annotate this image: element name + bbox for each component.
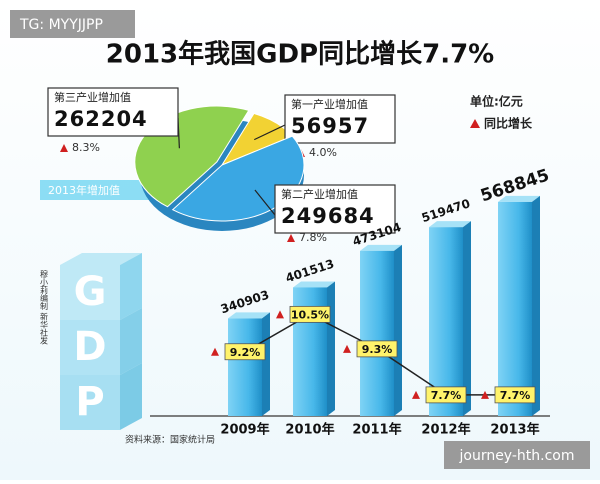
slice-value: 249684: [281, 204, 375, 228]
x-tick-label: 2009年: [220, 422, 269, 438]
callout-box: [47, 87, 179, 137]
subtitle-band: [40, 180, 160, 200]
slice-label: 第一产业增加值: [291, 97, 368, 111]
source: 资料来源：国家统计局: [125, 434, 215, 446]
growth-label: 8.3%: [72, 141, 100, 154]
callout-box: [284, 94, 396, 144]
growth-icon: [481, 390, 489, 399]
bar: [429, 227, 463, 416]
footer-watermark: journey-hth.com: [458, 448, 574, 464]
bar-side: [532, 195, 540, 416]
bar-side: [463, 221, 471, 416]
legend-label: 同比增长: [484, 116, 533, 131]
credit: 穆小莉编制 新华社发: [40, 269, 49, 346]
callout-box: [274, 184, 396, 234]
bar: [498, 201, 532, 416]
pie-subtitle: 2013年增加值: [48, 183, 120, 197]
callout-line: [253, 124, 286, 141]
logo-letter: P: [75, 379, 104, 425]
growth-icon: [211, 347, 219, 356]
growth-value-label: 10.5%: [291, 308, 329, 321]
gdp-logo: [60, 253, 142, 430]
growth-value-label: 7.7%: [431, 389, 462, 402]
growth-label: 4.0%: [309, 146, 337, 159]
growth-box: [356, 340, 398, 358]
x-tick-label: 2010年: [285, 422, 334, 438]
footer-watermark-box: [444, 441, 590, 469]
growth-box: [494, 386, 536, 404]
legend-icon: [470, 119, 480, 128]
slice-value: 56957: [291, 114, 369, 138]
bar-top: [293, 281, 335, 288]
x-tick-label: 2013年: [490, 422, 539, 438]
bar-top: [360, 244, 402, 251]
growth-icon: [287, 234, 295, 242]
bar: [360, 250, 394, 416]
growth-box: [425, 386, 467, 404]
growth-value-label: 9.3%: [362, 343, 393, 356]
x-tick-label: 2011年: [352, 422, 401, 438]
bar-side: [262, 312, 270, 416]
bar: [228, 318, 262, 416]
x-tick-label: 2012年: [421, 422, 470, 438]
logo-letter: D: [73, 324, 106, 370]
bar-top: [429, 221, 471, 228]
slice-label: 第二产业增加值: [281, 187, 358, 201]
growth-box: [289, 305, 331, 323]
title: 2013年我国GDP同比增长7.7%: [106, 39, 494, 70]
growth-box: [224, 343, 266, 361]
growth-label: 7.8%: [299, 231, 327, 244]
bar-top: [498, 195, 540, 202]
callout-line: [254, 189, 276, 216]
watermark-box: [10, 10, 135, 38]
unit: 单位:亿元: [470, 94, 523, 109]
bar-top: [228, 312, 270, 319]
growth-icon: [276, 310, 284, 319]
logo-letter: G: [74, 269, 107, 315]
growth-icon: [343, 344, 351, 353]
growth-value-label: 9.2%: [230, 346, 261, 359]
growth-icon: [412, 390, 420, 399]
bar-side: [327, 281, 335, 416]
watermark: TG: MYYJJPP: [19, 17, 103, 33]
bar-side: [394, 244, 402, 416]
growth-icon: [60, 144, 68, 152]
slice-label: 第三产业增加值: [54, 90, 131, 104]
slice-value: 262204: [54, 107, 148, 131]
growth-value-label: 7.7%: [500, 389, 531, 402]
